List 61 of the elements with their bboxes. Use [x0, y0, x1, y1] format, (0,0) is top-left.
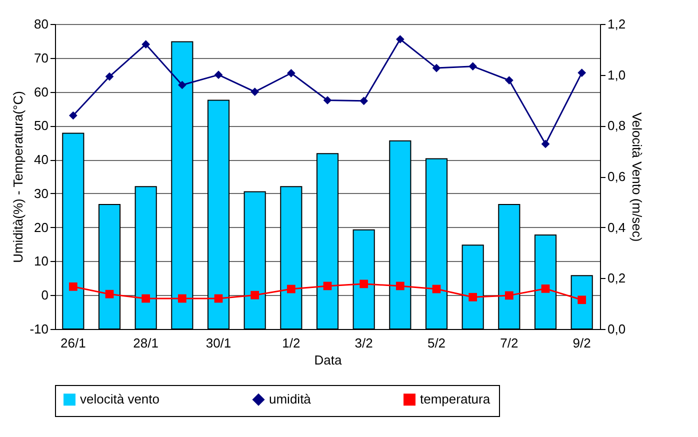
y2-tick-label: 0,4 — [608, 220, 626, 235]
point — [578, 296, 586, 304]
y2-tick-label: 1,2 — [608, 16, 626, 32]
y2-tick-label: 0,0 — [608, 322, 626, 336]
point — [541, 284, 550, 293]
x-tick-label: 9/2 — [572, 336, 591, 350]
point — [286, 68, 296, 78]
point — [105, 72, 114, 81]
y-axis-title: Umidità(%) - Temperatura(°C) — [10, 91, 26, 263]
x-tick-label: 7/2 — [500, 336, 518, 350]
legend-label: umidità — [269, 392, 312, 407]
y-tick-label: 10 — [34, 254, 48, 269]
y2-tick-label: 0,8 — [608, 118, 626, 134]
point — [468, 62, 478, 71]
point — [504, 76, 514, 84]
point — [142, 294, 150, 303]
point — [578, 68, 586, 77]
y-tick-label: 30 — [34, 186, 48, 201]
point — [432, 64, 441, 72]
point — [68, 282, 78, 291]
point — [178, 294, 186, 303]
point — [396, 35, 404, 44]
point — [396, 282, 404, 290]
point — [360, 280, 368, 288]
point — [432, 284, 441, 294]
y-tick-label: -10 — [30, 322, 48, 336]
y2-tick-label: 1,0 — [608, 67, 626, 82]
legend-label: temperatura — [420, 392, 491, 407]
point — [468, 292, 478, 302]
y-tick-label: 0 — [41, 288, 48, 303]
point — [250, 88, 260, 96]
x-tick-label: 1/2 — [282, 336, 300, 350]
point — [214, 294, 223, 303]
point — [105, 290, 114, 298]
y-tick-label: 50 — [34, 118, 48, 134]
y-tick-label: 60 — [34, 84, 48, 100]
point — [360, 96, 368, 106]
point — [323, 282, 332, 290]
x-tick-label: 3/2 — [354, 336, 373, 350]
y-tick-label: 40 — [34, 152, 48, 168]
x-tick-label: 26/1 — [60, 336, 86, 350]
point — [214, 70, 223, 80]
point — [142, 40, 150, 49]
y-tick-label: 20 — [34, 220, 48, 235]
point — [68, 111, 78, 120]
point — [504, 291, 514, 300]
point — [541, 140, 550, 148]
x-axis-title: Data — [314, 352, 342, 368]
y2-axis-title: Velocità Vento (m/sec) — [630, 112, 645, 242]
x-tick-label: 30/1 — [206, 336, 232, 350]
y-tick-label: 70 — [34, 50, 48, 66]
y2-tick-label: 0,2 — [608, 270, 626, 286]
x-tick-label: 28/1 — [133, 336, 158, 350]
y2-tick-label: 0,6 — [608, 169, 626, 184]
y-tick-label: 80 — [34, 16, 48, 32]
point — [323, 96, 332, 104]
point — [286, 284, 296, 294]
x-tick-label: 5/2 — [427, 336, 446, 350]
legend-label: velocità vento — [80, 392, 160, 407]
point — [250, 290, 260, 300]
point — [178, 80, 186, 90]
